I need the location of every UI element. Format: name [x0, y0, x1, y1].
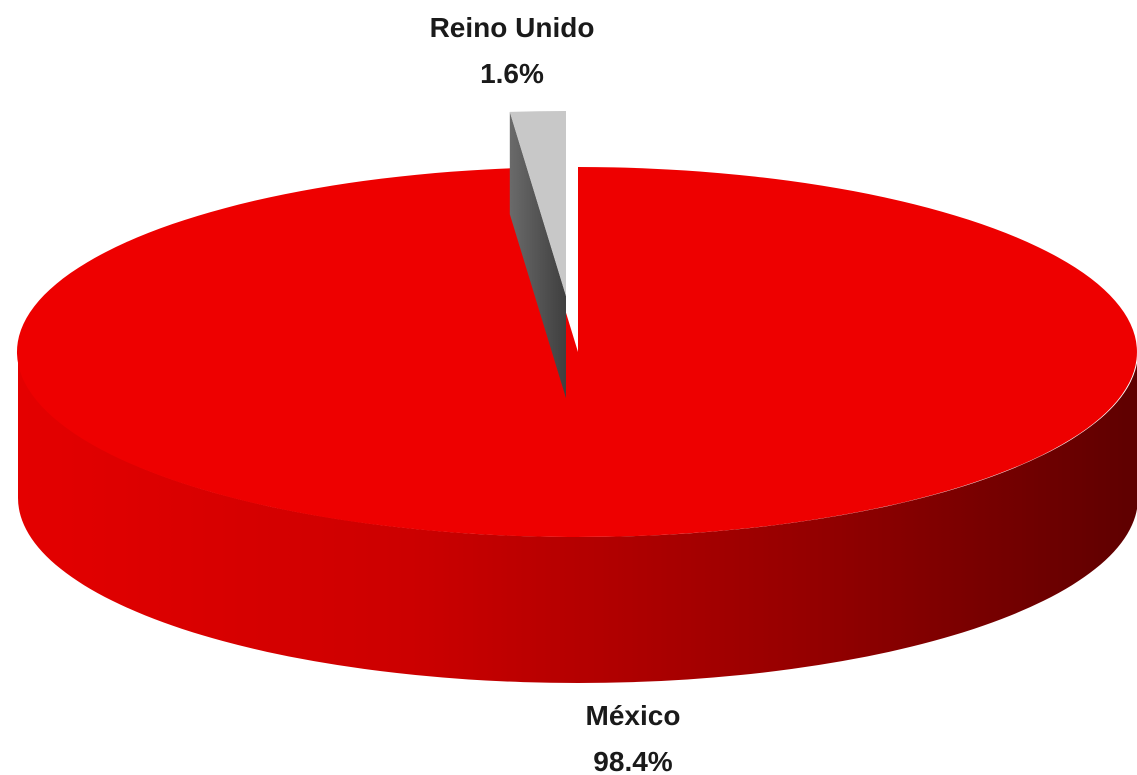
slice-reino-unido — [509, 110, 566, 399]
label-mexico-name: México — [586, 700, 681, 731]
slice-reino-unido-top — [509, 110, 566, 296]
slice-mexico-top — [16, 167, 1137, 537]
label-mexico-value: 98.4% — [593, 746, 672, 775]
slice-mexico — [16, 167, 1137, 683]
label-reino-unido-value: 1.6% — [480, 58, 544, 89]
slice-mexico-side — [18, 352, 1137, 683]
label-reino-unido-name: Reino Unido — [430, 12, 595, 43]
slice-reino-unido-face — [509, 111, 566, 399]
